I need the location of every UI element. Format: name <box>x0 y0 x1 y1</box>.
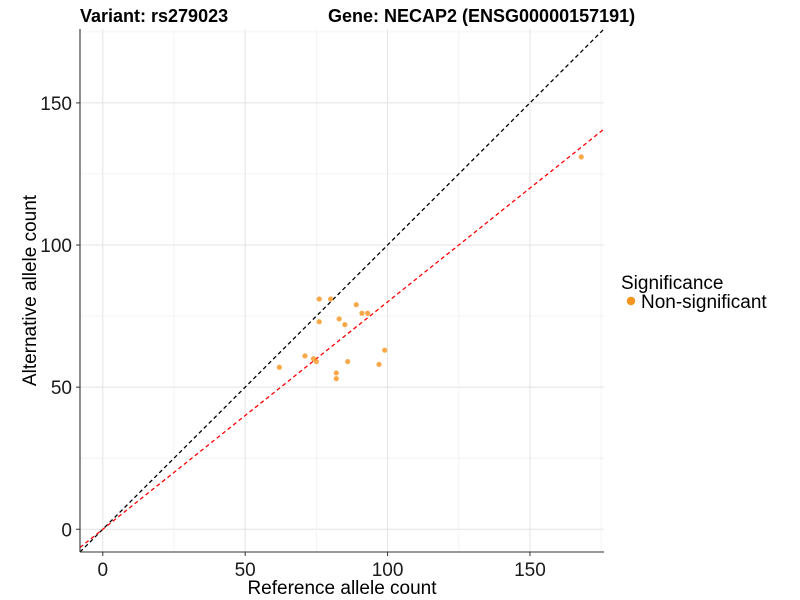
data-point <box>276 364 282 370</box>
x-tick-label: 150 <box>514 560 546 581</box>
data-point <box>333 376 339 382</box>
data-point <box>336 316 342 322</box>
axes <box>76 29 604 556</box>
x-tick-label: 50 <box>235 560 256 581</box>
tick-labels: 0 50 100 150 0 50 100 150 <box>40 94 546 581</box>
legend-key-marker <box>626 296 636 306</box>
reference-line-fit <box>79 128 605 548</box>
data-points <box>276 154 584 382</box>
data-point <box>313 358 319 365</box>
x-tick-label: 100 <box>372 560 404 581</box>
legend: Significance Non-significant <box>621 273 767 313</box>
data-point <box>382 347 388 353</box>
data-point <box>342 322 348 328</box>
data-point <box>328 296 334 302</box>
grid <box>80 29 604 552</box>
y-tick-label: 150 <box>40 94 72 115</box>
y-tick-label: 50 <box>51 378 72 399</box>
y-tick-label: 0 <box>61 520 72 541</box>
data-point <box>333 370 339 376</box>
reference-lines <box>79 28 605 553</box>
data-point <box>353 302 359 308</box>
data-point <box>376 361 382 368</box>
data-point <box>578 154 584 160</box>
legend-entry-label: Non-significant <box>641 292 767 313</box>
legend-title: Significance <box>621 273 723 294</box>
reference-line-identity <box>79 28 605 553</box>
data-point <box>359 310 365 316</box>
data-point <box>365 310 371 316</box>
chart-title-gene: Gene: NECAP2 (ENSG00000157191) <box>328 6 635 26</box>
data-point <box>316 319 322 325</box>
data-point <box>345 358 351 365</box>
y-tick-label: 100 <box>40 236 72 257</box>
x-tick-label: 0 <box>97 560 108 581</box>
x-axis-title: Reference allele count <box>247 578 437 599</box>
data-point <box>302 353 308 359</box>
data-point <box>316 296 322 302</box>
chart-title-variant: Variant: rs279023 <box>80 6 228 26</box>
y-axis-title: Alternative allele count <box>20 194 41 386</box>
